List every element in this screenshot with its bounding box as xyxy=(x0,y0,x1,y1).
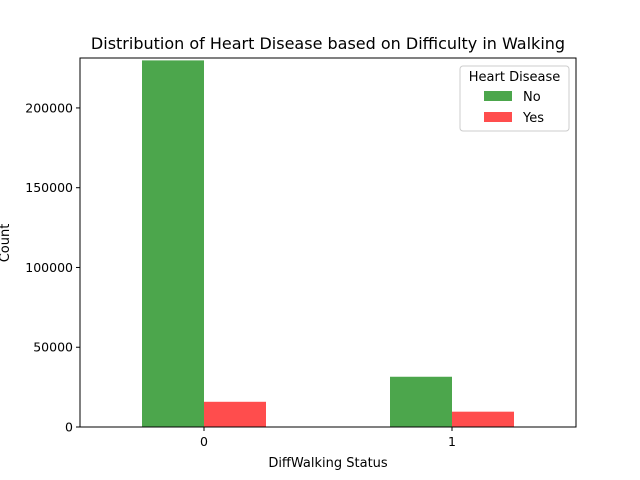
plot-frame xyxy=(79,57,577,428)
bar-no-1 xyxy=(390,376,452,427)
y-axis-label: Count xyxy=(0,224,13,263)
x-tick-label: 1 xyxy=(448,434,456,449)
y-tick-label: 0 xyxy=(65,420,73,435)
x-tick-label: 0 xyxy=(200,434,208,449)
y-axis: 0 50000 100000 150000 200000 xyxy=(25,100,80,435)
x-axis-label: DiffWalking Status xyxy=(268,456,388,471)
y-tick-label: 150000 xyxy=(25,180,73,195)
bar-no-0 xyxy=(142,60,204,427)
bars-group xyxy=(142,60,514,427)
y-tick-label: 50000 xyxy=(33,340,73,355)
bar-yes-1 xyxy=(452,411,514,427)
legend-swatch-no xyxy=(484,91,512,101)
legend-label-no: No xyxy=(523,90,541,105)
legend-title: Heart Disease xyxy=(469,70,560,85)
legend: Heart Disease No Yes xyxy=(459,65,570,132)
legend-label-yes: Yes xyxy=(522,111,544,126)
chart-title: Distribution of Heart Disease based on D… xyxy=(91,34,565,53)
legend-items: No Yes xyxy=(484,90,544,126)
y-tick-label: 100000 xyxy=(25,260,73,275)
y-tick-label: 200000 xyxy=(25,100,73,115)
bar-yes-0 xyxy=(204,401,266,427)
legend-swatch-yes xyxy=(484,112,512,122)
